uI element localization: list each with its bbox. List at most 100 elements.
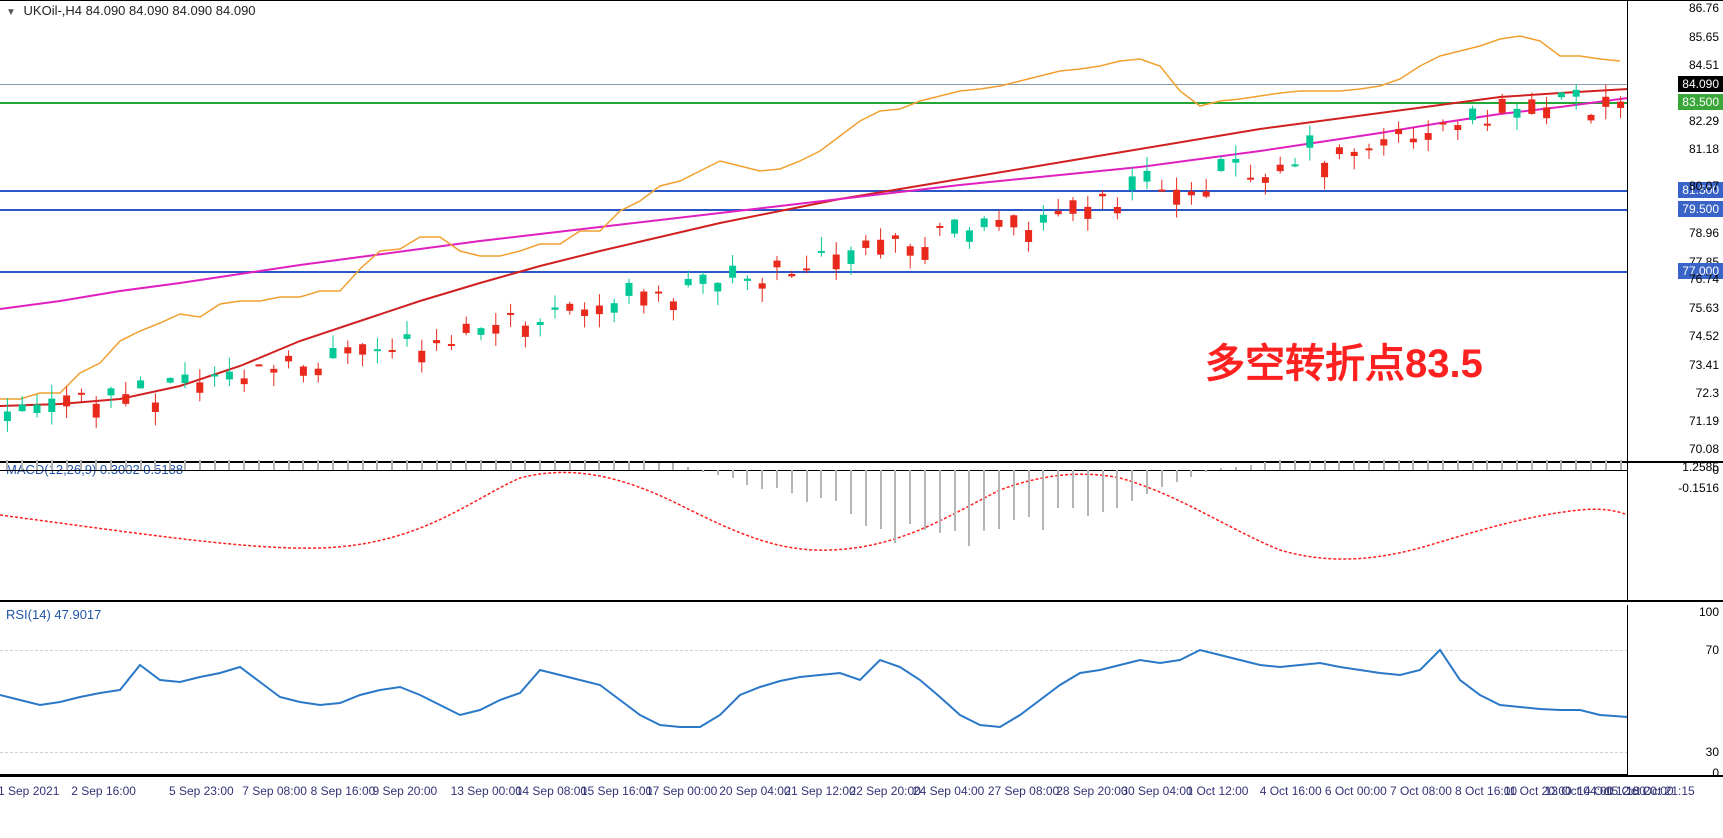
macd-histogram-bar[interactable] xyxy=(1531,460,1533,470)
candle-body[interactable] xyxy=(774,261,781,268)
macd-histogram-bar[interactable] xyxy=(1383,460,1385,470)
macd-histogram-bar[interactable] xyxy=(894,470,896,543)
candle-body[interactable] xyxy=(1070,200,1077,214)
candle-body[interactable] xyxy=(1144,171,1151,182)
candle-body[interactable] xyxy=(507,313,514,315)
candle-body[interactable] xyxy=(152,403,159,412)
macd-histogram-bar[interactable] xyxy=(1353,460,1355,470)
macd-histogram-bar[interactable] xyxy=(939,470,941,533)
candle-body[interactable] xyxy=(818,251,825,253)
macd-histogram-bar[interactable] xyxy=(791,470,793,493)
candle-body[interactable] xyxy=(315,369,322,376)
macd-histogram-bar[interactable] xyxy=(510,460,512,470)
macd-histogram-bar[interactable] xyxy=(1472,460,1474,470)
macd-histogram-bar[interactable] xyxy=(732,470,734,478)
candle-body[interactable] xyxy=(122,394,129,404)
candle-body[interactable] xyxy=(1010,215,1017,227)
current-price-badge[interactable]: 84.090 xyxy=(1678,76,1723,92)
macd-histogram-bar[interactable] xyxy=(983,470,985,531)
macd-histogram-bar[interactable] xyxy=(776,470,778,488)
macd-histogram-bar[interactable] xyxy=(80,460,82,470)
candle-body[interactable] xyxy=(63,395,70,406)
candle-body[interactable] xyxy=(936,226,943,228)
candle-body[interactable] xyxy=(1025,230,1032,242)
macd-histogram-bar[interactable] xyxy=(1560,460,1562,470)
candle-body[interactable] xyxy=(330,348,337,358)
macd-histogram-bar[interactable] xyxy=(258,460,260,470)
candle-body[interactable] xyxy=(1114,207,1121,213)
candle-body[interactable] xyxy=(670,301,677,310)
candle-body[interactable] xyxy=(137,380,144,388)
candle-body[interactable] xyxy=(1040,215,1047,223)
candle-body[interactable] xyxy=(1292,164,1299,166)
macd-histogram-bar[interactable] xyxy=(1205,470,1207,472)
candle-body[interactable] xyxy=(729,266,736,278)
macd-histogram-bar[interactable] xyxy=(1427,460,1429,470)
macd-histogram-bar[interactable] xyxy=(154,460,156,470)
macd-histogram-bar[interactable] xyxy=(391,460,393,470)
candle-body[interactable] xyxy=(1158,190,1165,192)
macd-histogram-bar[interactable] xyxy=(1412,460,1414,470)
macd-histogram-bar[interactable] xyxy=(924,470,926,530)
candle-body[interactable] xyxy=(788,274,795,276)
candle-body[interactable] xyxy=(951,220,958,234)
macd-histogram-bar[interactable] xyxy=(1131,470,1133,501)
candle-body[interactable] xyxy=(108,388,115,395)
candle-body[interactable] xyxy=(1262,177,1269,183)
candle-body[interactable] xyxy=(19,404,26,411)
candle-body[interactable] xyxy=(1588,115,1595,120)
macd-histogram-bar[interactable] xyxy=(6,460,8,470)
candle-body[interactable] xyxy=(1232,159,1239,163)
candle-body[interactable] xyxy=(1173,190,1180,205)
candle-body[interactable] xyxy=(196,382,203,392)
macd-histogram-bar[interactable] xyxy=(1324,460,1326,470)
candle-body[interactable] xyxy=(270,369,277,373)
macd-histogram-bar[interactable] xyxy=(820,470,822,498)
macd-histogram-bar[interactable] xyxy=(702,470,704,472)
level-badge-83500[interactable]: 83.500 xyxy=(1678,94,1723,110)
candle-body[interactable] xyxy=(1440,123,1447,125)
macd-histogram-bar[interactable] xyxy=(1398,460,1400,470)
macd-histogram-bar[interactable] xyxy=(1161,470,1163,487)
macd-histogram-bar[interactable] xyxy=(613,460,615,470)
candle-body[interactable] xyxy=(966,230,973,241)
macd-histogram-bar[interactable] xyxy=(302,460,304,470)
candle-body[interactable] xyxy=(996,220,1003,227)
macd-histogram-bar[interactable] xyxy=(1235,467,1237,470)
macd-histogram-bar[interactable] xyxy=(1279,460,1281,470)
candle-body[interactable] xyxy=(892,235,899,239)
macd-histogram-bar[interactable] xyxy=(1368,460,1370,470)
macd-histogram-bar[interactable] xyxy=(214,460,216,470)
macd-histogram-bar[interactable] xyxy=(835,470,837,501)
macd-histogram-bar[interactable] xyxy=(569,460,571,470)
candle-body[interactable] xyxy=(1514,109,1521,118)
macd-histogram-bar[interactable] xyxy=(1620,460,1622,470)
macd-histogram-bar[interactable] xyxy=(1116,470,1118,508)
macd-histogram-bar[interactable] xyxy=(584,460,586,470)
macd-histogram-bar[interactable] xyxy=(687,467,689,470)
candle-body[interactable] xyxy=(1602,97,1609,107)
candle-body[interactable] xyxy=(1425,133,1432,140)
candle-body[interactable] xyxy=(537,322,544,325)
candle-body[interactable] xyxy=(1099,194,1106,196)
macd-histogram-bar[interactable] xyxy=(140,460,142,470)
candle-body[interactable] xyxy=(285,356,292,362)
macd-histogram-bar[interactable] xyxy=(51,460,53,470)
macd-histogram-bar[interactable] xyxy=(184,460,186,470)
macd-histogram-bar[interactable] xyxy=(1220,468,1222,470)
candle-body[interactable] xyxy=(596,306,603,315)
macd-histogram-bar[interactable] xyxy=(332,460,334,470)
candle-body[interactable] xyxy=(1277,165,1284,171)
macd-histogram-bar[interactable] xyxy=(717,470,719,475)
candle-body[interactable] xyxy=(4,412,11,422)
macd-histogram-bar[interactable] xyxy=(21,460,23,470)
macd-histogram-bar[interactable] xyxy=(539,460,541,470)
macd-histogram-bar[interactable] xyxy=(672,463,674,470)
candle-body[interactable] xyxy=(1129,176,1136,190)
candle-body[interactable] xyxy=(1247,178,1254,180)
candle-body[interactable] xyxy=(226,372,233,380)
candle-body[interactable] xyxy=(418,351,425,363)
macd-histogram-bar[interactable] xyxy=(880,470,882,529)
macd-histogram-bar[interactable] xyxy=(1264,462,1266,470)
candle-body[interactable] xyxy=(1395,129,1402,134)
